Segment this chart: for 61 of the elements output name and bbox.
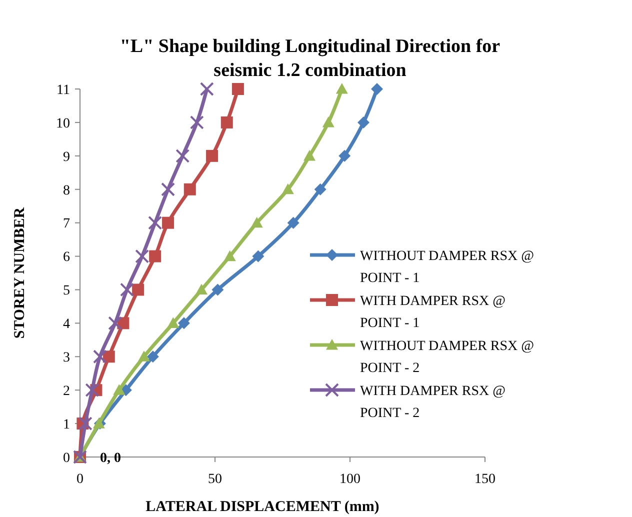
y-tick-label: 9 [63,150,70,165]
point [178,317,190,330]
point [85,383,100,398]
point [196,284,208,295]
point [146,350,159,363]
point [304,150,316,161]
point [336,83,348,94]
x-tick-label: 0 [76,472,84,487]
legend-label: WITHOUT DAMPER RSX @ POINT - 2 [360,338,534,376]
y-tick-label: 4 [63,317,70,332]
x-tick-label: 100 [340,472,360,487]
point [282,183,294,194]
point [250,216,263,228]
point [287,216,300,229]
point [138,350,150,362]
y-tick-label: 3 [63,350,70,366]
legend-label: WITHOUT DAMPER RSX @ POINT - 1 [360,248,534,286]
y-tick-label: 6 [63,250,70,266]
point [358,116,370,128]
point [135,249,150,264]
point [322,116,334,128]
point [162,216,174,229]
point [212,284,224,296]
point [190,115,204,130]
point [148,216,162,230]
point [113,384,126,395]
y-tick-label: 2 [63,384,70,399]
y-tick-label: 1 [63,417,70,432]
chart-title: "L" Shape building Longitudinal Direction for seismic 1.2 combination [120,36,501,81]
x-tick-label: 50 [208,472,222,487]
point [167,317,180,328]
y-tick-label: 7 [63,216,70,232]
point [149,250,162,262]
point [132,284,144,296]
point [314,183,326,196]
point [338,150,351,162]
y-tick-label: 8 [63,183,70,198]
x-tick-label: 150 [474,472,496,487]
point [252,250,264,262]
point [184,183,196,196]
point [176,148,190,163]
point [371,83,383,95]
y-tick-label: 5 [63,284,70,299]
legend-label: WITH DAMPER RSX @ POINT - 2 [360,384,506,421]
point [161,182,176,196]
point [220,116,233,128]
y-tick-label: 11 [56,82,70,98]
point [232,83,244,95]
legend-label: WITH DAMPER RSX @ POINT - 1 [360,294,506,331]
y-tick-label: 10 [56,116,70,132]
point [206,150,218,162]
point [92,350,107,364]
annotation: 0, 0 [100,450,121,466]
point [108,316,122,330]
y-axis-title: STOREY NUMBER [12,207,28,339]
y-tick-label: 0 [63,450,70,466]
point [78,416,92,431]
point [224,250,236,262]
point [200,82,214,96]
x-axis-title: LATERAL DISPLACEMENT (mm) [146,499,380,515]
point [120,282,134,297]
